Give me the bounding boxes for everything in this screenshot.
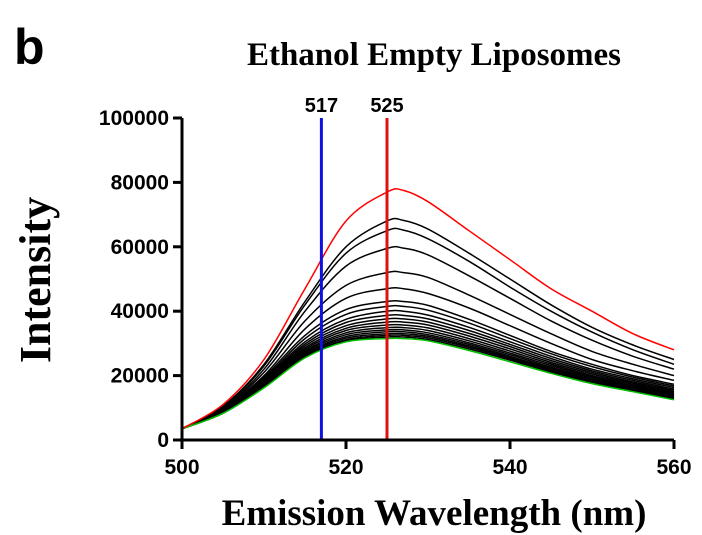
y-tick-label-40000: 40000 — [111, 300, 169, 323]
x-tick-label-560: 560 — [656, 456, 691, 479]
series-line-8 — [181, 309, 675, 430]
x-tick-label-500: 500 — [164, 456, 199, 479]
y-tick-label-60000: 60000 — [111, 236, 169, 259]
y-tick-label-100000: 100000 — [99, 107, 169, 130]
series-line-5 — [181, 286, 675, 430]
x-ticks: 500 520 540 560 — [164, 440, 692, 479]
series-line-0 — [181, 187, 675, 430]
y-axis-label: Intensity — [11, 197, 60, 363]
x-axis-label: Emission Wavelength (nm) — [222, 493, 647, 534]
panel-letter: b — [14, 19, 45, 75]
chart-title: Ethanol Empty Liposomes — [247, 37, 621, 73]
y-tick-label-20000: 20000 — [111, 365, 169, 388]
series-group — [181, 187, 675, 430]
marker-label-525: 525 — [370, 95, 403, 117]
y-tick-label-80000: 80000 — [111, 171, 169, 194]
series-line-9 — [181, 313, 675, 430]
series-line-10 — [181, 317, 675, 430]
series-line-6 — [181, 300, 675, 430]
y-ticks: 0 20000 40000 60000 80000 100000 — [99, 107, 182, 452]
series-line-19 — [181, 337, 675, 430]
y-tick-label-0: 0 — [157, 429, 169, 452]
x-tick-label-540: 540 — [492, 456, 527, 479]
marker-group: 517 525 — [305, 95, 404, 440]
x-tick-label-520: 520 — [328, 456, 363, 479]
marker-label-517: 517 — [305, 95, 338, 117]
series-line-7 — [181, 304, 675, 430]
series-line-4 — [181, 270, 675, 430]
series-line-2 — [181, 227, 675, 430]
series-line-1 — [181, 217, 675, 430]
series-line-3 — [181, 245, 675, 430]
